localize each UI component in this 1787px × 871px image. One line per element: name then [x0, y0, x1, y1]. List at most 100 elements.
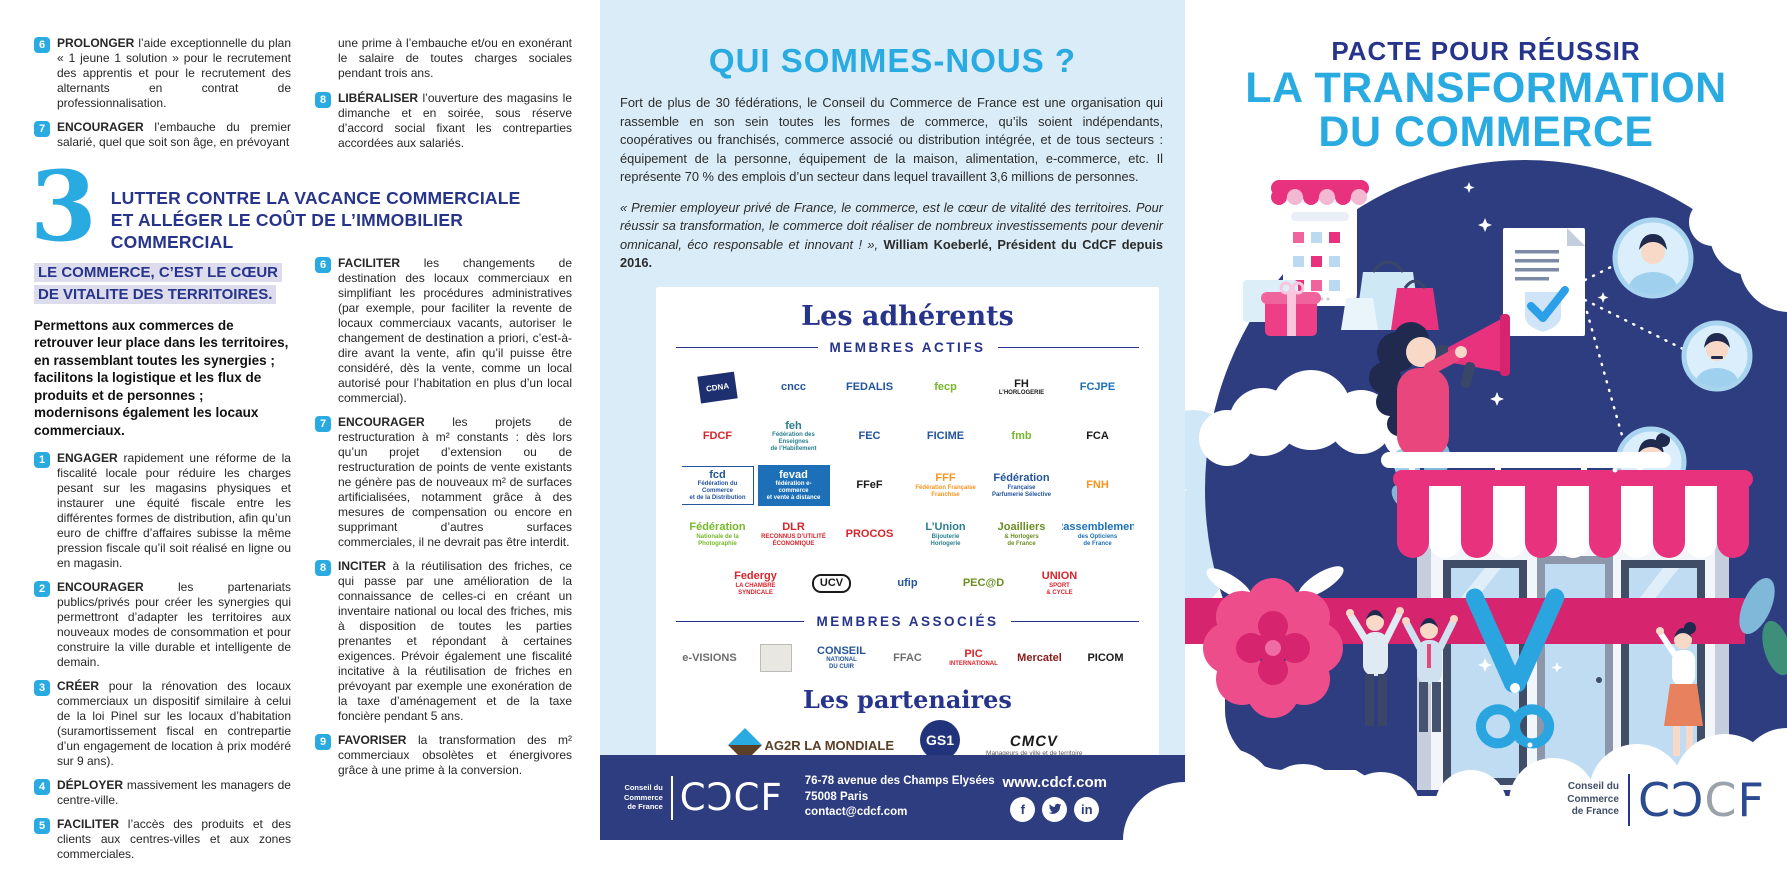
- member-logo: UNION SPORT & CYCLE: [1041, 570, 1078, 596]
- member-logo: L’Union Bijouterie Horlogerie: [925, 521, 966, 547]
- person-left-1: [1346, 607, 1404, 726]
- list-item: 8 LIBÉRALISER l’ouverture des magasins l…: [315, 91, 572, 151]
- item-text-continuation: une prime à l’embauche et/ou en exonéran…: [338, 36, 572, 80]
- item-label: INCITER: [338, 558, 386, 573]
- footer-swoosh-decoration: [1123, 782, 1185, 840]
- continuation-section: 6 PROLONGER l’aide exceptionnelle du pla…: [0, 0, 600, 160]
- left-page: 6 PROLONGER l’aide exceptionnelle du pla…: [0, 0, 600, 861]
- item-text: l’ouverture des magasins le dimanche et …: [338, 91, 572, 150]
- adherents-card: Les adhérents MEMBRES ACTIFS CDNA cncc F…: [656, 286, 1159, 785]
- member-logo: fmb: [1011, 430, 1032, 443]
- list-item: 9 FAVORISER la transformation des m² comm…: [315, 733, 572, 778]
- website-url[interactable]: www.cdcf.com: [1002, 773, 1107, 791]
- gift-boxes: [1243, 280, 1321, 336]
- list-item: 1 ENGAGER rapidement une réforme de la fi…: [34, 451, 291, 571]
- list-item: 4 DÉPLOYER massivement les managers de ce…: [34, 778, 291, 808]
- associated-members-logos: e-VISIONS CONSEIL NATIONAL DU CUIR FFAC …: [670, 639, 1145, 677]
- member-logo: FFAC: [893, 651, 922, 664]
- members-actifs-divider: MEMBRES ACTIFS: [676, 340, 1139, 355]
- person-right: [1656, 622, 1703, 756]
- item-label: CRÉER: [57, 679, 100, 694]
- quote-paragraph: « Premier employeur privé de France, le …: [620, 199, 1163, 273]
- section-column-1: LE COMMERCE, C’EST LE CŒUR DE VITALITE D…: [34, 256, 291, 871]
- cdcf-logo-smalltext: Conseil du Commerce de France: [1567, 781, 1619, 818]
- item-label: ENCOURAGER: [338, 414, 425, 429]
- item-text: les changements de destination des locau…: [338, 255, 573, 405]
- footer-bar: Conseil du Commerce de France CƆCF 76-78…: [600, 755, 1185, 840]
- member-logo: Mercatel: [1017, 651, 1062, 664]
- section-title-line2: ET ALLÉGER LE COÛT DE L’IMMOBILIER COMME…: [110, 209, 464, 252]
- cover-page: PACTE POUR RÉUSSIR LA TRANSFORMATION DU …: [1185, 0, 1787, 840]
- member-logo: DLR RECONNUS D’UTILITÉ ÉCONOMIQUE: [761, 521, 826, 547]
- scissors-icon: [1465, 588, 1565, 749]
- charter-document: [1503, 228, 1585, 336]
- linkedin-icon[interactable]: in: [1074, 796, 1100, 822]
- item-text: rapidement une réforme de la fiscalité l…: [57, 451, 291, 571]
- members-associes-divider: MEMBRES ASSOCIÉS: [676, 614, 1139, 629]
- logo-divider: [670, 775, 673, 820]
- facebook-icon[interactable]: f: [1010, 796, 1036, 822]
- members-associes-label: MEMBRES ASSOCIÉS: [816, 613, 999, 629]
- list-item: 7 ENCOURAGER l’embauche du premier salar…: [34, 120, 291, 150]
- phone-shop-icon: [1271, 180, 1369, 306]
- twitter-icon[interactable]: [1042, 796, 1068, 822]
- active-members-logos: CDNA cncc FEDALIS fecp FH L’HORLOGERIE F…: [670, 365, 1145, 606]
- item-text: pour la rénovation des locaux commerciau…: [57, 679, 291, 769]
- cdcf-logo-smalltext: Conseil du Commerce de France: [624, 783, 663, 812]
- list-item: 3 CRÉER pour la rénovation des locaux com…: [34, 679, 291, 769]
- item-label: LIBÉRALISER: [338, 91, 419, 105]
- item-number-badge: 8: [315, 559, 331, 576]
- social-icons: f in: [1003, 796, 1107, 822]
- list-item: 6 PROLONGER l’aide exceptionnelle du pla…: [34, 36, 291, 111]
- member-logo: FEC: [858, 430, 881, 443]
- cover-title: PACTE POUR RÉUSSIR LA TRANSFORMATION DU …: [1185, 36, 1787, 155]
- member-logo: fecp: [934, 381, 957, 394]
- section-column-2: 6 FACILITER les changements de destinatio…: [315, 256, 572, 871]
- address-block: 76-78 avenue des Champs Elysées 75008 Pa…: [804, 775, 995, 819]
- cdcf-logo: Conseil du Commerce de France CƆCF: [1567, 774, 1765, 826]
- member-logo: feh Fédération des Enseignes de l’Habill…: [770, 419, 817, 453]
- item-number-badge: 7: [315, 415, 331, 432]
- member-logo: FFF Fédération Française Franchise: [915, 472, 976, 498]
- member-logo: FCJPE: [1079, 381, 1116, 394]
- member-logo: PROCOS: [845, 528, 894, 541]
- item-number-badge: 8: [315, 92, 331, 108]
- list-item: 8 INCITER à la réutilisation des friches,…: [315, 559, 572, 724]
- quote-text: « Premier employeur privé de France, le …: [620, 199, 1163, 252]
- woman-with-megaphone: [1369, 314, 1510, 458]
- member-logo: CONSEIL NATIONAL DU CUIR: [817, 644, 866, 671]
- members-actifs-label: MEMBRES ACTIFS: [829, 339, 986, 355]
- member-logo: e-VISIONS: [682, 651, 737, 664]
- partners-title: Les partenaires: [803, 684, 1012, 714]
- white-cloud-topright: [1689, 195, 1787, 312]
- item-label: ENGAGER: [57, 451, 118, 466]
- item-number-badge: 1: [34, 452, 50, 469]
- page-title: QUI SOMMES-NOUS ?: [708, 42, 1077, 79]
- shopping-bags: [1341, 260, 1439, 330]
- cover-title-line3: DU COMMERCE: [1318, 107, 1654, 156]
- section-title-line1: LUTTER CONTRE LA VACANCE COMMERCIALE: [110, 188, 521, 208]
- member-logo: UCV: [796, 561, 868, 606]
- item-number-badge: 7: [34, 121, 50, 137]
- middle-page: QUI SOMMES-NOUS ? Fort de plus de 30 féd…: [600, 0, 1185, 840]
- person-left-2: [1402, 615, 1458, 732]
- member-logo: Joailliers & Horlogers de France: [997, 521, 1046, 547]
- leaves-right: [1739, 578, 1787, 676]
- section-intro: Permettons aux commerces de retrouver le…: [34, 317, 289, 438]
- bottom-clouds: [1185, 728, 1787, 840]
- member-logo: ufip: [897, 577, 918, 590]
- section-3-body: LE COMMERCE, C’EST LE CŒUR DE VITALITE D…: [0, 256, 600, 871]
- network-dashed-lines: [1583, 260, 1687, 448]
- member-logo: FCA: [1086, 430, 1109, 443]
- item-text: l’embauche du premier salarié, quel que …: [57, 120, 292, 149]
- list-item: 7 ENCOURAGER les projets de restructurati…: [315, 415, 572, 550]
- striped-awning: [1393, 470, 1753, 558]
- member-logo: CDNA: [682, 365, 754, 410]
- item-label: FACILITER: [338, 255, 400, 270]
- section-number: 3: [30, 150, 97, 263]
- item-label: FAVORISER: [338, 732, 407, 747]
- item-label: ENCOURAGER: [57, 580, 144, 595]
- member-logo: FDCF: [702, 430, 733, 443]
- member-logo: FH L’HORLOGERIE: [998, 377, 1045, 397]
- partner-logo-ag2r: AG2R LA MONDIALE: [727, 728, 894, 763]
